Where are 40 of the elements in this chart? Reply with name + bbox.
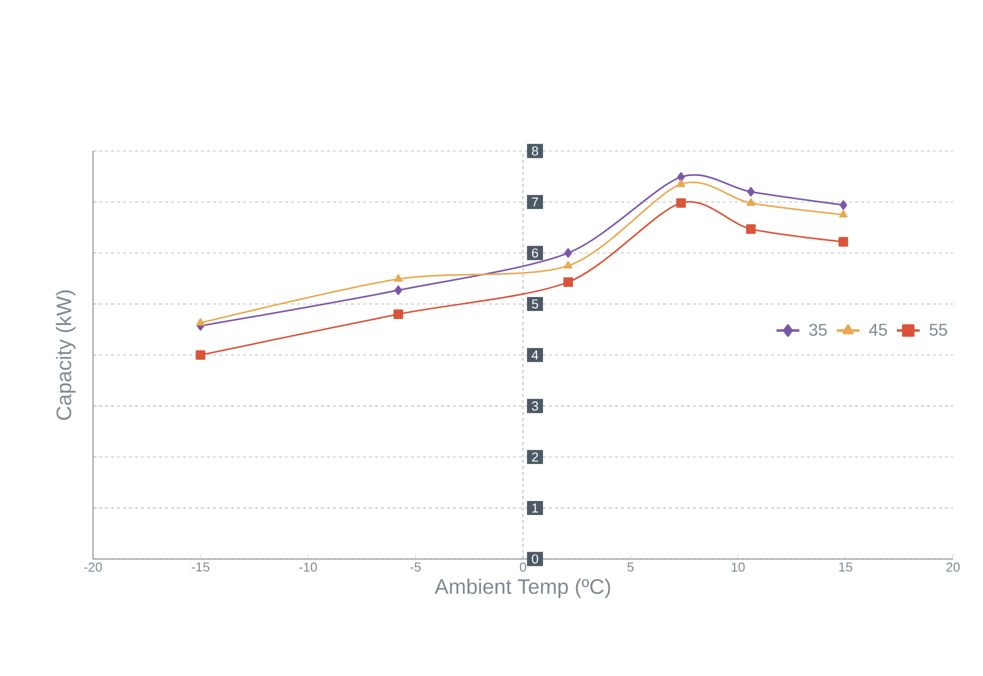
y-tick-label: 2 (532, 452, 538, 462)
y-tick-label: 6 (532, 248, 538, 258)
y-tick-label: 1 (532, 504, 538, 512)
y-tick-label: 3 (532, 401, 538, 411)
point (394, 274, 403, 282)
point (838, 236, 848, 247)
y-tick-label: 5 (532, 299, 538, 309)
point (563, 277, 573, 287)
y-tick-label: 0 (532, 554, 538, 564)
x-tick-label: 15 (839, 562, 852, 572)
legend-label: 35 (809, 324, 827, 336)
x-tick-label: -5 (410, 562, 421, 572)
x-tick-label: -15 (192, 562, 210, 572)
x-tick-label: 10 (732, 562, 745, 572)
y-tick-label: 7 (532, 198, 538, 206)
legend-label: 45 (869, 324, 887, 336)
point (677, 172, 685, 182)
y-tick-label: 4 (532, 350, 538, 360)
x-tick-label: -10 (299, 562, 317, 572)
point (196, 350, 206, 360)
legend-label: 55 (930, 324, 948, 336)
point (676, 198, 686, 208)
point (840, 200, 848, 210)
point (746, 224, 756, 234)
x-tick-label: -20 (84, 562, 102, 572)
x-tick-label: 5 (627, 562, 634, 572)
point (394, 285, 402, 296)
x-axis-title: Ambient Temp (ºC) (434, 578, 610, 598)
x-tick-label: 20 (946, 562, 960, 572)
point (394, 309, 404, 319)
point (747, 186, 755, 197)
point (839, 210, 848, 218)
point (746, 198, 756, 206)
x-tick-label: 0 (520, 562, 526, 572)
y-tick-label: 8 (532, 146, 538, 156)
point (676, 179, 686, 187)
point (564, 260, 572, 269)
point (564, 248, 572, 258)
y-axis-title: Capacity (kW) (56, 290, 76, 420)
point (196, 318, 205, 326)
